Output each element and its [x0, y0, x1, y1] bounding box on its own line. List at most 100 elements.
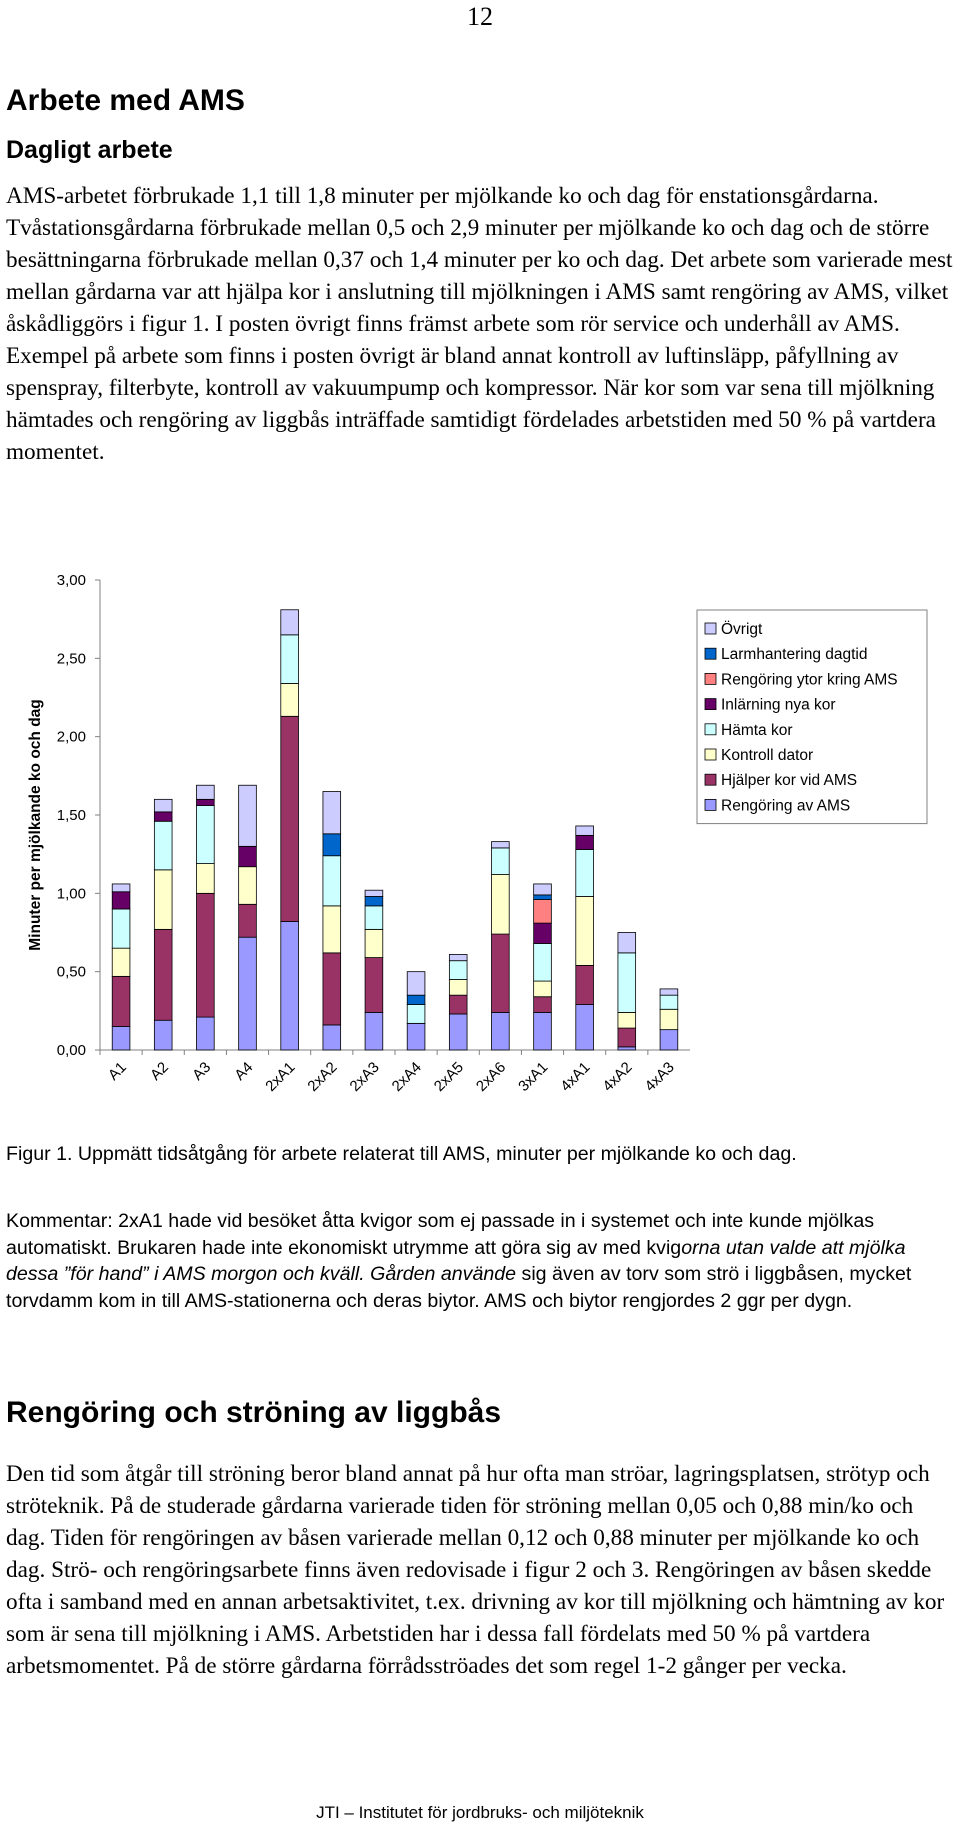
- bar-segment: [617, 1027, 637, 1048]
- bar-segment: [491, 847, 510, 875]
- bar-segment: [153, 811, 173, 822]
- bar-segment: [617, 1011, 637, 1029]
- x-tick-label: 2xA4: [389, 1059, 425, 1095]
- figure-comment: Kommentar: 2xA1 hade vid besöket åtta kv…: [6, 1208, 946, 1314]
- bar-segment: [575, 964, 594, 1005]
- bar-segment: [533, 894, 552, 900]
- bar-segment: [448, 979, 468, 996]
- bar-segment: [196, 1016, 215, 1051]
- x-tick-label: 2xA2: [304, 1059, 340, 1095]
- bar-segment: [111, 883, 131, 893]
- bar-segment: [533, 1011, 552, 1051]
- legend-swatch: [704, 723, 717, 736]
- bar-segment: [659, 988, 679, 996]
- legend-swatch: [704, 798, 717, 811]
- bar-segment: [153, 869, 173, 930]
- body-paragraph-2: Den tid som åtgår till ströning beror bl…: [6, 1461, 945, 1679]
- x-tick-label: A2: [147, 1059, 172, 1084]
- bar-segment: [364, 905, 384, 930]
- x-tick-label: 2xA6: [473, 1059, 509, 1095]
- bar-segment: [238, 866, 257, 905]
- bar-segment: [406, 994, 426, 1005]
- bar-segment: [406, 1022, 426, 1051]
- y-tick-label: 2,00: [57, 729, 86, 746]
- bar-segment: [322, 855, 342, 907]
- legend-swatch: [704, 773, 717, 786]
- bar-segment: [448, 960, 468, 980]
- bar-segment: [491, 1011, 510, 1051]
- figure-caption: Figur 1. Uppmätt tidsåtgång för arbete r…: [6, 1143, 797, 1165]
- legend-label: Rengöring ytor kring AMS: [721, 671, 898, 688]
- bar-segment: [533, 943, 552, 982]
- bar-segment: [533, 899, 552, 924]
- bar-segment: [406, 971, 426, 996]
- legend-label: Kontroll dator: [721, 747, 813, 764]
- y-tick-label: 0,00: [57, 1042, 86, 1059]
- section-heading-2: Rengöring och ströning av liggbås: [6, 1396, 502, 1429]
- bar-segment: [491, 874, 510, 935]
- y-tick-label: 1,00: [57, 885, 86, 902]
- bar-segment: [238, 936, 257, 1051]
- x-tick-label: 3xA1: [515, 1059, 551, 1095]
- bar-segment: [153, 928, 173, 1021]
- legend-swatch: [704, 622, 717, 635]
- bar-segment: [238, 784, 257, 847]
- figure-1-chart: 0,00 0,50 1,00 1,50 2,00 2,50 3,00 Minuter per …: [0, 560, 960, 1120]
- bar-segment: [196, 892, 215, 1018]
- bar-segment: [153, 798, 173, 813]
- legend-box: [696, 609, 928, 825]
- bar-segment: [617, 952, 637, 1013]
- bar-segment: [196, 863, 215, 894]
- bar-segment: [491, 933, 510, 1013]
- bar-segment: [111, 908, 131, 949]
- bar-segment: [406, 1004, 426, 1024]
- comment-text-1: Kommentar: 2xA1 hade vid besöket åtta kv…: [6, 1210, 875, 1259]
- legend-label: Larmhantering dagtid: [721, 646, 868, 663]
- bar-segment: [491, 841, 510, 849]
- bar-segment: [238, 845, 257, 868]
- bar-segment: [322, 833, 342, 857]
- legend-label: Rengöring av AMS: [721, 797, 850, 814]
- bar-segment: [322, 952, 342, 1026]
- bar-segment: [196, 798, 215, 806]
- bar-segment: [364, 896, 384, 907]
- bar-segment: [111, 975, 131, 1027]
- bar-segment: [196, 805, 215, 864]
- bar-segment: [280, 634, 299, 684]
- stacked-bar-chart: 0,00 0,50 1,00 1,50 2,00 2,50 3,00 Minuter per …: [27, 572, 928, 1095]
- bar-segment: [575, 825, 594, 836]
- legend-swatch: [704, 647, 717, 660]
- bar-segment: [533, 996, 552, 1013]
- x-tick-label: A1: [105, 1059, 130, 1084]
- x-tick-label: 2xA3: [347, 1059, 383, 1095]
- y-axis-label: Minuter per mjölkande ko och dag: [27, 699, 44, 950]
- subsection-heading: Dagligt arbete: [6, 136, 173, 164]
- bar-segment: [364, 1011, 384, 1051]
- bar-segment: [322, 1024, 342, 1051]
- bar-segment: [448, 954, 468, 962]
- bar-segment: [575, 834, 594, 850]
- bar-segment: [322, 905, 342, 954]
- x-tick-label: A4: [231, 1059, 256, 1084]
- bar-segment: [575, 896, 594, 966]
- bar-segment: [617, 1046, 637, 1051]
- legend-swatch: [704, 698, 717, 711]
- bar-segment: [364, 928, 384, 958]
- bar-segment: [153, 1019, 173, 1051]
- bar-segment: [111, 891, 131, 910]
- bar-segment: [153, 820, 173, 871]
- y-tick-label: 2,50: [57, 650, 86, 667]
- bar-segment: [364, 957, 384, 1013]
- bar-segment: [448, 1013, 468, 1051]
- page-footer: JTI – Institutet för jordbruks- och milj…: [316, 1803, 644, 1822]
- bar-segment: [322, 791, 342, 835]
- bar-segment: [659, 1008, 679, 1031]
- legend-swatch: [704, 673, 717, 685]
- bar-segment: [533, 980, 552, 998]
- bar-segment: [617, 932, 637, 954]
- body-paragraph-1: AMS-arbetet förbrukade 1,1 till 1,8 minu…: [6, 183, 953, 465]
- bar-segment: [364, 889, 384, 897]
- bar-segment: [659, 1029, 679, 1051]
- bar-segment: [280, 715, 299, 922]
- legend-swatch: [704, 748, 717, 761]
